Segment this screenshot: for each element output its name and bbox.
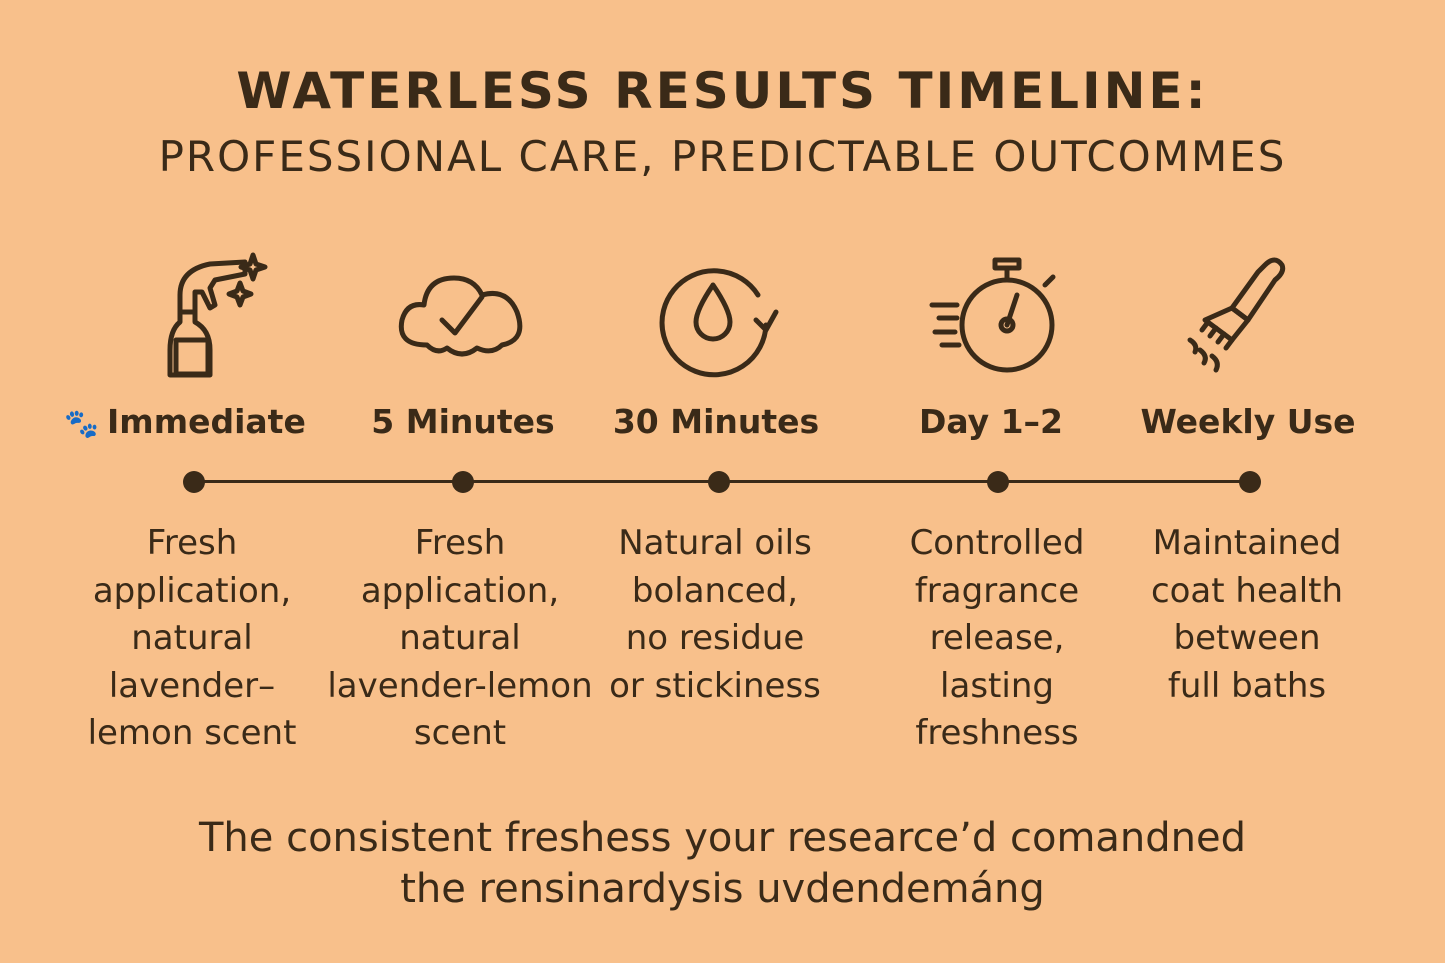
- label-text: Immediate: [107, 402, 306, 441]
- timeline-label-immediate: 🐾 Immediate: [35, 402, 335, 441]
- cloud-check-icon: [322, 250, 602, 385]
- timeline-dot: [452, 471, 474, 493]
- spray-bottle-icon: [70, 250, 350, 385]
- timeline-dot: [1239, 471, 1261, 493]
- footer-line-1: The consistent freshess your researce’d …: [198, 815, 1247, 861]
- page-title: WATERLESS RESULTS TIMELINE:: [236, 62, 1209, 120]
- timeline-label-30-minutes: 30 Minutes: [612, 402, 820, 441]
- timeline-dot: [987, 471, 1009, 493]
- page-subtitle: PROFESSIONAL CARE, PREDICTABLE OUTCOMMES: [158, 132, 1287, 181]
- timeline-label-day-1-2: Day 1–2: [918, 402, 1064, 441]
- timeline-label-5-minutes: 5 Minutes: [371, 402, 555, 441]
- stopwatch-icon: [857, 250, 1137, 385]
- timeline-description: Maintained coat health between full bath…: [1150, 523, 1344, 706]
- paw-icon: 🐾: [64, 407, 100, 440]
- timeline-label-weekly-use: Weekly Use: [1140, 402, 1356, 441]
- timeline-description: Controlled fragrance release, lasting fr…: [909, 523, 1085, 753]
- timeline-description: Natural oils bolanced, no residue or sti…: [609, 523, 821, 706]
- grooming-brush-icon: [1100, 250, 1380, 385]
- footer-line-2: the rensinardysis uvdendemáng: [400, 866, 1045, 912]
- timeline-description: Fresh application, natural lavender– lem…: [87, 523, 297, 753]
- timeline-description: Fresh application, natural lavender-lemo…: [327, 523, 593, 753]
- droplet-cycle-icon: [578, 250, 858, 385]
- timeline-dot: [183, 471, 205, 493]
- timeline-dot: [708, 471, 730, 493]
